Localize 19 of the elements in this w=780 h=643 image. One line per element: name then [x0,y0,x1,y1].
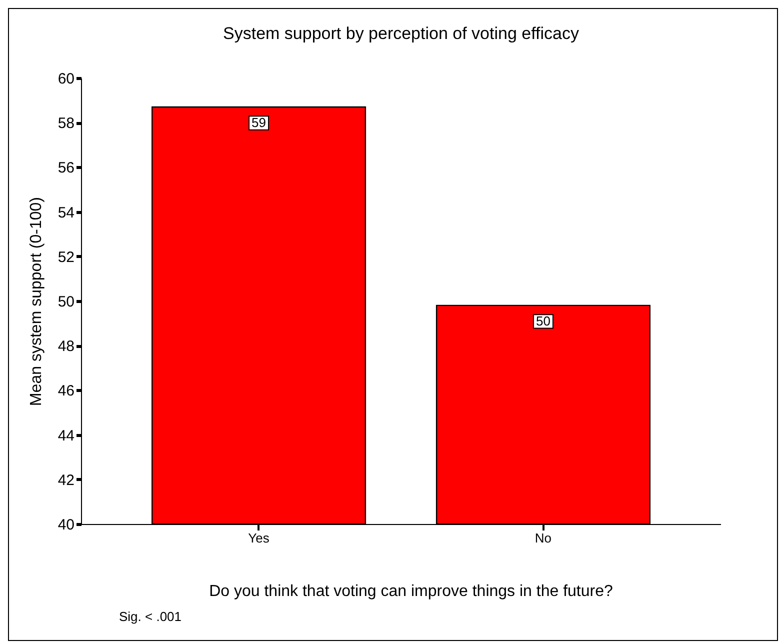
x-axis-title: Do you think that voting can improve things in the future? [208,583,614,601]
y-tick-label: 48 [58,338,74,356]
y-tick-label: 50 [58,294,74,310]
y-tick-label: 58 [58,115,74,132]
x-tick-label: No [534,530,552,546]
y-tick-label: 40 [58,516,74,534]
y-tick-label: 56 [58,160,74,177]
y-tick-label: 46 [58,382,74,400]
text: Sig. < .001 [119,609,182,624]
y-tick-label: 52 [58,248,74,266]
x-tick-label: Yes [248,530,270,546]
y-tick-label: 44 [58,427,74,444]
y-axis-title: Mean system support (0-100) [28,197,45,406]
y-tick-label: 42 [58,472,74,489]
y-tick-label: 60 [58,70,74,88]
data-label: 59 [252,114,266,130]
data-label: 50 [536,313,550,328]
y-tick-label: 54 [58,204,74,222]
chart-title: System support by perception of voting efficacy [223,24,580,43]
